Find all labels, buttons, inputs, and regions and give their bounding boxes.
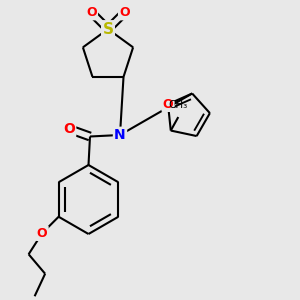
Text: S: S [103, 22, 113, 37]
Text: N: N [114, 128, 126, 142]
Text: O: O [63, 122, 75, 136]
Text: CH₃: CH₃ [169, 100, 188, 110]
Text: O: O [163, 98, 173, 111]
Text: O: O [37, 227, 47, 240]
Text: O: O [86, 6, 97, 19]
Text: O: O [119, 6, 130, 19]
